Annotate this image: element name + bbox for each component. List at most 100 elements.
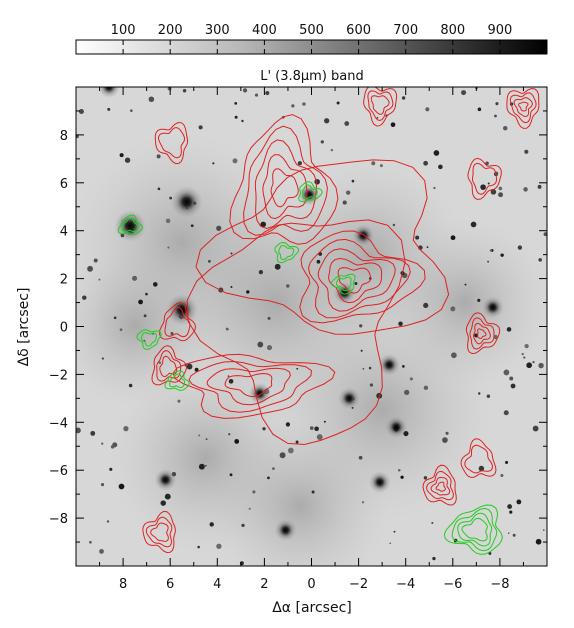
red-contour [188,360,312,413]
red-contour [469,317,495,350]
red-contour [158,302,197,342]
red-contour [422,464,457,506]
red-contour [159,355,178,378]
bright-source [352,224,375,247]
green-contour [443,504,503,555]
y-tick-label: −8 [49,512,68,527]
x-tick-labels: 8 6 4 2 0 −2 −4 −6 −8 [119,577,510,592]
green-contour [141,332,158,347]
red-contours [142,87,540,554]
y-tick-label: 8 [60,129,68,144]
x-tick-label: −8 [490,577,509,592]
green-contour [457,512,493,547]
y-tick-label: −2 [49,368,68,383]
bright-source [368,471,391,494]
y-tick-labels: 8 6 4 2 0 −2 −4 −6 −8 [49,129,68,527]
red-contour [157,127,186,159]
red-contour [460,438,497,478]
red-contour [151,345,188,386]
green-contour [164,370,190,391]
bright-source [248,382,271,405]
red-contour [509,92,537,124]
plot-area [76,87,547,566]
red-contour [506,87,540,129]
red-contour [164,306,191,338]
x-tick-label: −2 [349,577,368,592]
x-tick-label: 4 [213,577,221,592]
y-tick-label: −6 [49,464,68,479]
red-contour [465,312,501,355]
red-contour [307,238,411,319]
bright-source [154,468,177,491]
x-tick-label: 8 [119,577,127,592]
red-contour [467,157,502,200]
green-contour [274,241,300,264]
band-label: L' (3.8μm) band [260,69,364,84]
colorbar-tick-label: 200 [158,23,183,38]
x-tick-label: −4 [396,577,415,592]
colorbar-tick-label: 300 [205,23,230,38]
red-contour [254,139,318,230]
bright-source [481,296,504,319]
red-contour [435,481,446,492]
colorbar-tick-labels: 100 200 300 400 500 600 700 800 900 [111,23,513,38]
colorbar-tick-label: 100 [111,23,136,38]
red-contour [262,154,308,220]
red-contour [328,257,383,304]
green-contour [461,517,488,542]
bright-source [385,416,408,439]
green-contour [298,181,323,203]
red-contour [518,101,529,112]
bright-source [338,387,361,410]
green-contour [330,273,356,295]
red-contour [513,97,533,118]
y-tick-label: 2 [60,273,68,288]
y-tick-label: 6 [60,177,68,192]
axis-ticks [76,87,547,566]
x-tick-label: 2 [260,577,268,592]
diffuse-emission [76,132,547,566]
red-contour [186,219,406,446]
colorbar-tick-label: 400 [252,23,277,38]
red-contour [370,95,390,115]
green-contours [117,181,503,555]
green-contour [136,329,162,350]
colorbar-tick-label: 800 [440,23,465,38]
red-contour [472,162,497,195]
faint-stars [76,87,547,566]
red-contour [299,230,426,324]
colorbar: 100 200 300 400 500 600 700 800 900 [75,23,548,55]
green-contour [122,217,139,233]
colorbar-tick-label: 900 [487,23,512,38]
red-contour [243,125,328,236]
red-contour [154,121,189,165]
red-contour [142,510,176,554]
red-contour [224,372,273,398]
colorbar-tick-label: 600 [346,23,371,38]
red-contour [150,522,169,542]
red-contour [206,367,291,406]
x-tick-label: 6 [166,577,174,592]
green-contour [169,373,186,389]
red-contour [317,248,396,312]
red-contour [363,87,397,127]
bright-source [170,185,203,218]
x-axis-label: Δα [arcsec] [272,600,352,616]
red-contour [367,90,394,122]
y-tick-label: 0 [60,321,68,336]
red-contour [229,114,339,245]
colorbar-tick-label: 700 [393,23,418,38]
green-contour [336,276,352,292]
bright-source [274,519,297,542]
green-contour [451,507,498,552]
green-contour [117,214,144,235]
y-axis-label: Δδ [arcsec] [16,288,32,367]
red-contour [430,476,451,496]
red-contour [476,328,487,340]
bright-source [97,87,120,98]
x-tick-label: −6 [443,577,462,592]
bright-source [378,353,401,376]
y-tick-label: −4 [49,416,68,431]
red-contour [464,444,493,474]
red-contour [145,516,173,548]
